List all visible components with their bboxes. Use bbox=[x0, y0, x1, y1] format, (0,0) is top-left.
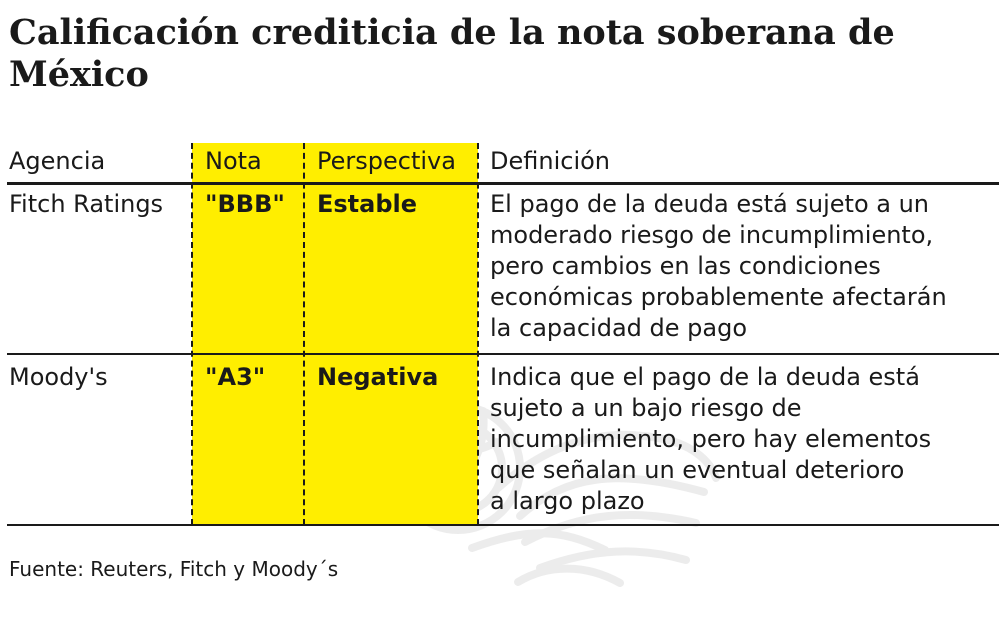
agency-cell-moodys: Moody's bbox=[9, 363, 108, 391]
highlight-band bbox=[192, 143, 478, 525]
rating-cell-fitch: "BBB" bbox=[205, 190, 285, 218]
definition-line: que señalan un eventual deterioro bbox=[490, 456, 905, 484]
agency-cell-fitch: Fitch Ratings bbox=[9, 190, 164, 218]
definition-line: moderado riesgo de incumplimiento, bbox=[490, 221, 934, 249]
definition-line: a largo plazo bbox=[490, 487, 645, 515]
definition-line: económicas probablemente afectarán bbox=[490, 283, 947, 311]
definition-line: El pago de la deuda está sujeto a un bbox=[490, 190, 930, 218]
definition-line: sujeto a un bajo riesgo de bbox=[490, 394, 802, 422]
definition-line: la capacidad de pago bbox=[490, 314, 748, 342]
source-note: Fuente: Reuters, Fitch y Moody´s bbox=[9, 557, 339, 581]
outlook-cell-moodys: Negativa bbox=[317, 363, 439, 391]
column-header-agencia: Agencia bbox=[9, 147, 106, 175]
column-divider-definicion bbox=[477, 143, 479, 525]
row-divider-moodys bbox=[7, 524, 999, 526]
column-divider-perspectiva bbox=[303, 143, 305, 525]
row-divider-fitch bbox=[7, 353, 999, 355]
column-header-nota: Nota bbox=[205, 147, 262, 175]
definition-line: Indica que el pago de la deuda está bbox=[490, 363, 920, 391]
definition-cell-moodys: Indica que el pago de la deuda está suje… bbox=[490, 362, 990, 517]
definition-line: pero cambios en las condiciones bbox=[490, 252, 881, 280]
header-rule bbox=[7, 182, 999, 185]
chart-title: Calificación crediticia de la nota sober… bbox=[9, 12, 895, 95]
outlook-cell-fitch: Estable bbox=[317, 190, 418, 218]
column-header-definicion: Definición bbox=[490, 147, 610, 175]
definition-line: incumplimiento, pero hay elementos bbox=[490, 425, 932, 453]
column-divider-nota bbox=[191, 143, 193, 525]
rating-cell-moodys: "A3" bbox=[205, 363, 266, 391]
column-header-perspectiva: Perspectiva bbox=[317, 147, 456, 175]
definition-cell-fitch: El pago de la deuda está sujeto a un mod… bbox=[490, 189, 990, 344]
